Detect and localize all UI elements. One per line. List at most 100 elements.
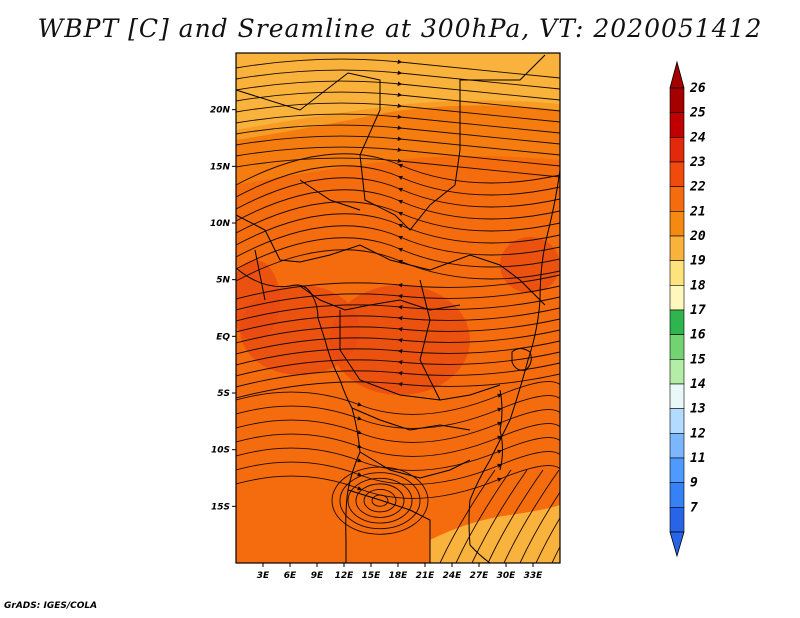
lat-tick-label: 10S (211, 446, 230, 456)
streamline (236, 165, 560, 198)
colorbar-swatch (669, 457, 685, 483)
lon-tick-label: 18E (389, 571, 409, 581)
lon-tick-label: 21E (416, 571, 436, 581)
colorbar-swatch (669, 359, 685, 385)
colorbar-swatch (669, 383, 685, 409)
lon-tick-label: 12E (335, 571, 355, 581)
colorbar-label: 19 (690, 254, 706, 269)
lon-tick-label: 15E (362, 571, 382, 581)
coastlines-and-borders (236, 54, 560, 563)
field-north-lighter (236, 100, 560, 185)
colorbar-label: 13 (690, 402, 706, 417)
colorbar-swatch (669, 161, 685, 187)
colorbar-swatch (669, 433, 685, 459)
colorbar-swatch (669, 235, 685, 261)
colorbar-swatch (669, 112, 685, 138)
colorbar-swatch (669, 309, 685, 335)
streamline (503, 469, 560, 563)
streamline (236, 102, 560, 123)
streamline (236, 285, 560, 311)
lon-tick-label: 30E (497, 571, 517, 581)
lat-tick-label: 20N (210, 106, 231, 116)
streamline (471, 469, 528, 563)
streamline (236, 373, 560, 399)
colorbar-swatch (669, 408, 685, 434)
lat-tick-label: EQ (216, 332, 230, 342)
latitude-ticks: 20N 15N 10N 5N EQ 5S 10S 15S (210, 106, 236, 512)
colorbar-label: 23 (689, 155, 706, 170)
lat-tick-label: 15N (210, 162, 231, 172)
streamline (236, 362, 560, 388)
streamline (236, 201, 560, 234)
streamline (236, 177, 560, 210)
streamline (371, 494, 389, 507)
streamline (236, 135, 560, 156)
lon-tick-label: 24E (443, 571, 463, 581)
lat-tick-label: 10N (210, 219, 231, 229)
streamline (347, 477, 413, 524)
streamline (236, 58, 560, 79)
colorbar-label: 17 (690, 303, 706, 318)
streamline (236, 153, 560, 186)
streamline (236, 340, 560, 366)
colorbar-swatch (669, 507, 685, 533)
lon-tick-label: 27E (470, 571, 490, 581)
streamline (236, 213, 560, 246)
lat-tick-label: 5S (217, 389, 230, 399)
colorbar-label: 20 (689, 229, 706, 244)
streamline (236, 69, 560, 90)
streamline (236, 157, 560, 178)
colorbar-swatch (669, 260, 685, 286)
colorbar-swatch (669, 186, 685, 212)
streamline (236, 351, 560, 377)
streamline (455, 469, 512, 563)
streamline (355, 483, 405, 518)
lon-tick-label: 3E (257, 571, 270, 581)
streamline (236, 91, 560, 112)
field-equatorial-max-east (500, 237, 560, 293)
colorbar-label: 7 (690, 500, 698, 515)
colorbar-label: 11 (690, 451, 706, 466)
colorbar: 26 25 24 23 22 21 20 19 18 17 16 15 14 13 12 11 9 7 (669, 60, 706, 558)
streamline (236, 307, 560, 333)
field-equatorial-max-coast (236, 260, 280, 340)
streamline (519, 491, 560, 563)
colorbar-label: 14 (690, 377, 706, 392)
colorbar-label: 9 (690, 476, 698, 491)
lat-tick-label: 5N (216, 276, 230, 286)
colorbar-label: 22 (689, 180, 706, 195)
colorbar-label: 26 (689, 81, 706, 96)
streamline (236, 329, 560, 355)
footer-credit: GrADS: IGES/COLA (4, 601, 98, 611)
streamline (339, 472, 421, 530)
streamline (236, 225, 560, 258)
colorbar-swatch (669, 334, 685, 360)
colorbar-label: 18 (690, 278, 706, 293)
colorbar-swatch (669, 211, 685, 237)
wbpt-shading (236, 53, 560, 563)
colorbar-label: 15 (690, 352, 706, 367)
streamline (236, 113, 560, 134)
colorbar-label: 24 (689, 130, 706, 145)
streamline (236, 318, 560, 344)
colorbar-min-arrow (669, 531, 685, 558)
colorbar-label: 21 (689, 204, 706, 219)
streamline (236, 80, 560, 101)
lon-tick-label: 33E (524, 571, 544, 581)
streamline (487, 469, 544, 563)
longitude-ticks: 3E 6E 9E 12E 15E 18E 21E 24E 27E 30E 33E (257, 563, 543, 581)
streamline (236, 274, 560, 300)
colorbar-swatch (669, 285, 685, 311)
colorbar-label: 16 (690, 328, 706, 343)
colorbar-swatch (669, 482, 685, 508)
lon-tick-label: 6E (284, 571, 297, 581)
colorbar-swatch (669, 137, 685, 163)
streamline (236, 146, 560, 167)
lon-tick-label: 9E (311, 571, 324, 581)
streamline (236, 124, 560, 145)
streamline (236, 249, 560, 282)
streamline (363, 489, 397, 513)
streamline (236, 189, 560, 222)
streamlines (236, 58, 560, 563)
